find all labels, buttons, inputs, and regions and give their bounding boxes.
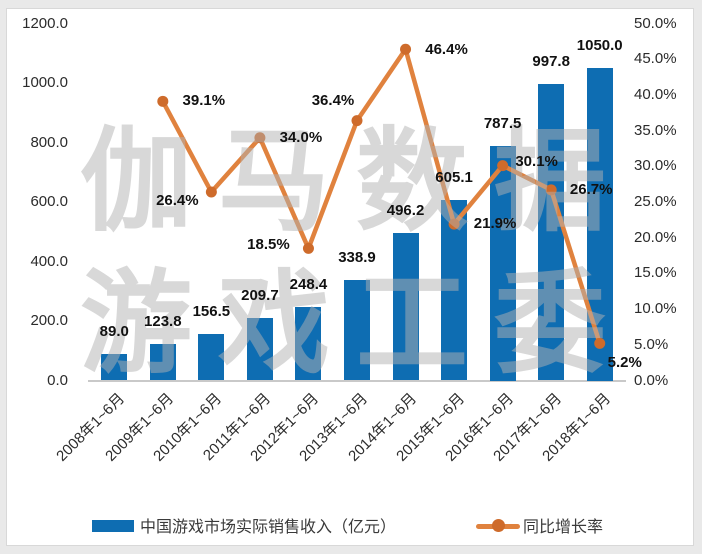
chart-panel [6,8,694,546]
